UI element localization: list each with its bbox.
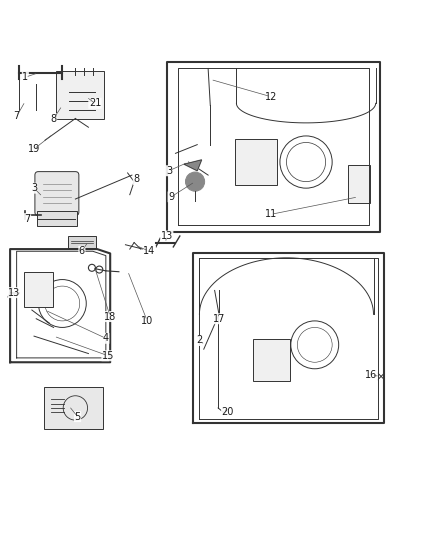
Text: 4: 4: [103, 333, 109, 343]
FancyBboxPatch shape: [253, 339, 290, 381]
FancyBboxPatch shape: [35, 172, 79, 215]
Text: 14: 14: [143, 246, 155, 256]
FancyBboxPatch shape: [235, 139, 277, 185]
Text: 8: 8: [133, 174, 139, 184]
FancyBboxPatch shape: [24, 272, 53, 307]
Text: 3: 3: [166, 166, 172, 176]
FancyBboxPatch shape: [37, 211, 77, 227]
Text: 15: 15: [102, 351, 114, 361]
FancyBboxPatch shape: [68, 237, 96, 248]
Text: 18: 18: [104, 312, 117, 321]
FancyBboxPatch shape: [56, 71, 104, 118]
Text: 9: 9: [168, 192, 174, 202]
Text: 5: 5: [74, 411, 81, 422]
Text: 10: 10: [141, 316, 153, 326]
Text: 7: 7: [25, 214, 31, 224]
Text: 11: 11: [265, 209, 277, 219]
Text: 13: 13: [161, 231, 173, 241]
Circle shape: [185, 172, 205, 191]
Text: 20: 20: [222, 407, 234, 417]
Text: 6: 6: [79, 246, 85, 256]
Text: 2: 2: [196, 335, 202, 345]
Text: 19: 19: [28, 144, 40, 154]
Text: 17: 17: [213, 314, 225, 324]
Text: 7: 7: [14, 111, 20, 122]
Text: 16: 16: [365, 370, 378, 381]
Text: 1: 1: [22, 72, 28, 82]
Text: 21: 21: [89, 98, 101, 108]
FancyBboxPatch shape: [348, 165, 371, 203]
FancyBboxPatch shape: [44, 387, 103, 429]
Text: 3: 3: [31, 183, 37, 193]
Text: 13: 13: [8, 288, 21, 297]
Text: 12: 12: [265, 92, 277, 102]
Text: 8: 8: [50, 114, 57, 124]
Polygon shape: [184, 160, 201, 171]
